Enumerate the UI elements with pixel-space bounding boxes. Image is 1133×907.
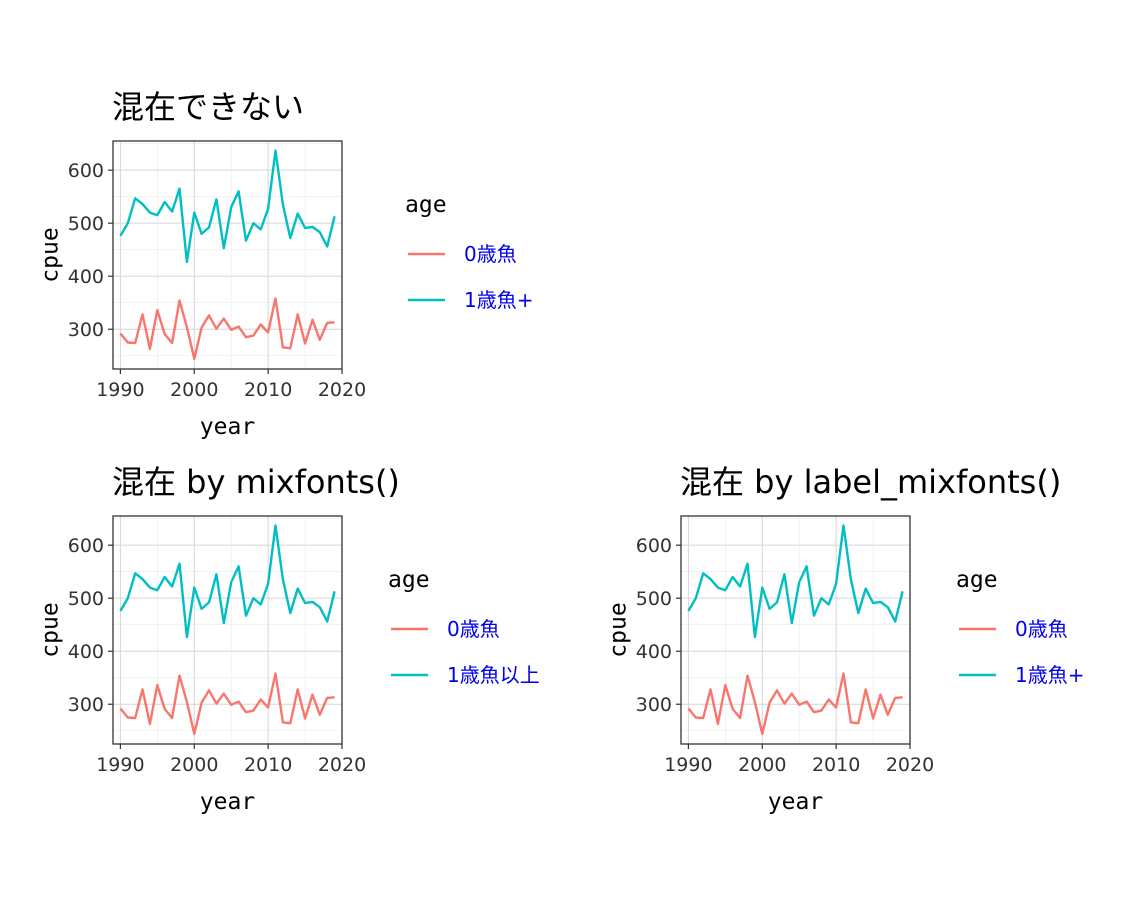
y-tick-label: 500 (636, 588, 672, 610)
y-tick-label: 400 (68, 266, 104, 288)
chart-title: 混在できない (112, 88, 304, 126)
plot-area (113, 141, 342, 369)
y-tick-label: 400 (68, 641, 104, 663)
legend-title: age (388, 567, 430, 593)
chart-panel-2: 混在 by mixfonts() 300 400 500 600 1990 2000 2010… (38, 463, 540, 815)
legend-label-1: 0歳魚 (1015, 617, 1068, 641)
x-axis-label: year (200, 414, 255, 440)
y-tick-label: 600 (636, 535, 672, 557)
x-tick-label: 2000 (170, 379, 218, 401)
legend-title: age (405, 192, 447, 218)
y-axis-label: cpue (38, 227, 64, 282)
legend-label-2: 1歳魚以上 (447, 663, 540, 687)
series-line-1 (119, 672, 335, 736)
plot-border (680, 515, 911, 745)
y-tick-label: 600 (68, 160, 104, 182)
legend: age 0歳魚 1歳魚以上 (388, 567, 540, 687)
legend: age 0歳魚 1歳魚+ (405, 192, 533, 312)
x-tick-label: 1990 (96, 379, 144, 401)
plot-area (113, 516, 342, 744)
y-tick-label: 500 (68, 213, 104, 235)
series-line-2 (119, 149, 336, 264)
series-line-2 (119, 524, 336, 639)
x-tick-label: 2010 (812, 754, 860, 776)
x-axis-label: year (200, 789, 255, 815)
x-tick-label: 1990 (96, 754, 144, 776)
x-tick-label: 2010 (244, 754, 292, 776)
y-tick-label: 300 (636, 694, 672, 716)
x-tick-label: 1990 (664, 754, 712, 776)
chart-title: 混在 by label_mixfonts() (680, 463, 1061, 501)
series-line-1 (687, 672, 903, 736)
legend-label-1: 0歳魚 (447, 617, 500, 641)
legend-label-2: 1歳魚+ (464, 288, 533, 312)
x-tick-label: 2020 (318, 379, 366, 401)
series-line-1 (119, 297, 335, 361)
x-tick-label: 2020 (318, 754, 366, 776)
x-tick-label: 2020 (886, 754, 934, 776)
y-tick-label: 300 (68, 694, 104, 716)
x-tick-label: 2000 (738, 754, 786, 776)
y-tick-label: 500 (68, 588, 104, 610)
series-line-2 (687, 524, 904, 639)
plot-border (112, 515, 343, 745)
y-axis-label: cpue (38, 602, 64, 657)
plot-area (681, 516, 910, 744)
x-tick-label: 2000 (170, 754, 218, 776)
plot-border (112, 140, 343, 370)
legend: age 0歳魚 1歳魚+ (956, 567, 1084, 687)
x-axis-label: year (768, 789, 823, 815)
y-tick-label: 300 (68, 319, 104, 341)
legend-label-2: 1歳魚+ (1015, 663, 1084, 687)
chart-title: 混在 by mixfonts() (112, 463, 400, 501)
x-tick-label: 2010 (244, 379, 292, 401)
chart-panel-1: 混在できない 300 400 500 600 1990 2000 2010 2020 year cp… (38, 88, 534, 440)
y-axis-label: cpue (606, 602, 632, 657)
y-tick-label: 400 (636, 641, 672, 663)
legend-label-1: 0歳魚 (464, 242, 517, 266)
chart-panel-3: 混在 by label_mixfonts() 300 400 500 600 1990 20… (606, 463, 1085, 815)
legend-title: age (956, 567, 998, 593)
y-tick-label: 600 (68, 535, 104, 557)
